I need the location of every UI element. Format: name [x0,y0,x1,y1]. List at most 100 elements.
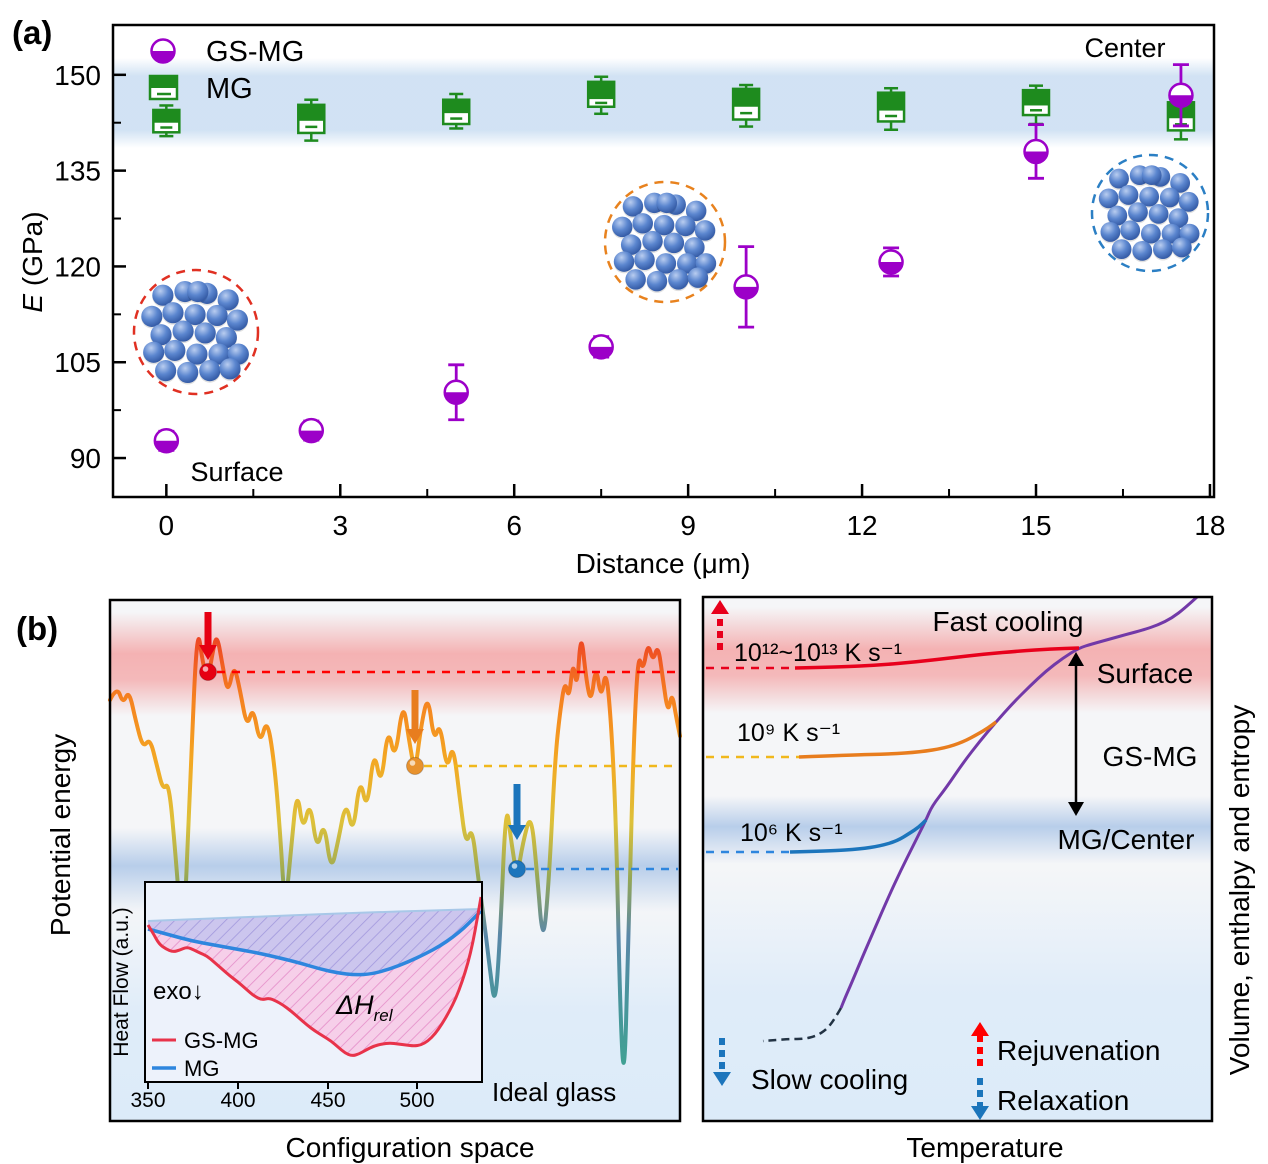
inset-mg-curve [147,909,483,977]
x-tick-label: 12 [846,510,877,541]
atom-sphere-icon [1140,223,1161,244]
rejuvenation-label: Rejuvenation [997,1035,1160,1066]
atom-sphere-icon [226,309,248,331]
marker-half-fill [154,440,178,453]
x-tick-label: 18 [1194,510,1225,541]
mg-box [152,104,181,138]
marker-half-fill [589,346,613,359]
y-axis-title-a: E (GPa) [17,211,48,312]
slow-rate-curve [789,818,928,854]
mg-box [1021,84,1051,126]
mg-center-level-label: MG/Center [1058,824,1195,855]
exo-label: exo↓ [153,978,204,1005]
y-tick-label: 90 [70,443,101,474]
atom-sphere-icon [206,304,228,327]
marker-half-fill [1024,151,1048,163]
atom-sphere-icon [634,249,655,271]
gsmg-level-label: GS-MG [1103,741,1198,772]
marker-half-fill [1169,95,1193,107]
atom-sphere-icon [620,234,642,255]
cooling-panel: Fast cooling 10¹²~10¹³ K s⁻¹ 10⁹ K s⁻¹ 1… [701,595,1214,1123]
atom-sphere-icon [677,253,698,274]
inset-gsmg-curve [146,896,483,1057]
slow-cooling-label: Slow cooling [751,1064,908,1095]
cluster-ring [603,180,727,304]
atom-sphere-icon [199,360,221,382]
inset-frame [144,881,483,1083]
pel-markers [199,612,678,878]
dhrel-area-hatch [148,897,481,1056]
arrow-head-icon [199,645,217,660]
inset-baseline [147,908,482,922]
inset-legend-gsmg-label: GS-MG [184,1028,259,1053]
atom-sphere-icon [1128,202,1148,223]
mg-box [297,98,326,142]
cluster [603,180,727,304]
dashed-arrow-head-icon [971,1022,989,1036]
mg-area-hatch [148,909,481,975]
legend-gsmg-label: GS-MG [206,36,304,68]
atom-sphere-icon [187,280,209,303]
ideal-glass-label: Ideal glass [492,1077,616,1107]
box-upper-fill [298,104,325,121]
x-tick-label: 6 [506,510,522,541]
marker-half-fill [734,286,758,299]
atom-sphere-icon [1153,239,1173,260]
panel-b: 350 400 450 500 Heat Flow (a.u.) exo↓ ΔHrel GS-… [16,595,1255,1163]
x-tick-label: 3 [332,510,348,541]
state-ball-icon [406,757,424,775]
dashed-arrow-head-icon [713,1072,731,1086]
rate-fast-label: 10¹²~10¹³ K s⁻¹ [734,639,902,667]
inset-legend-mg-label: MG [184,1056,219,1081]
cluster [132,268,260,396]
state-ball-icon [508,860,526,878]
atom-sphere-icon [694,220,716,241]
marker-half-fill [879,261,903,274]
mg-box [586,75,616,116]
arrow-head-icon [406,729,424,744]
atom-sphere-icon [612,216,633,238]
atom-sphere-icon [642,230,663,252]
atom-sphere-icon [1109,168,1129,189]
y-tick-label: 150 [54,60,101,91]
mg-box [731,83,761,128]
cool-frame [701,595,1214,1123]
atom-sphere-icon [215,326,237,349]
atom-sphere-icon [164,339,186,361]
x-axis-title-a: Distance (μm) [576,548,751,579]
dsc-inset: 350 400 450 500 Heat Flow (a.u.) exo↓ ΔHrel GS-… [110,881,483,1112]
x-tick-label: 15 [1020,510,1051,541]
atom-sphere-icon [152,284,174,306]
ball-highlight [511,863,518,869]
cluster-ring [1090,153,1210,273]
gsmg-point [1023,123,1049,180]
atom-sphere-icon [1132,240,1153,261]
cool-x-label: Temperature [906,1132,1063,1163]
atom-sphere-icon [155,360,177,382]
atom-sphere-icon [1170,172,1191,193]
y-tick-label: 135 [54,156,101,187]
dhrel-label: ΔHrel [335,990,394,1025]
atom-sphere-icon [685,200,707,222]
cool-bottom-band [703,860,1212,1121]
atom-sphere-icon [186,343,208,365]
marker-half-fill [444,392,468,404]
box-upper-fill [878,92,905,111]
atom-sphere-icon [219,358,241,380]
range-arrow-head-icon [1068,652,1084,666]
atom-sphere-icon [656,192,678,214]
inset-tick-label: 450 [310,1089,345,1112]
atom-sphere-icon [663,232,685,254]
atom-sphere-icon [613,251,635,272]
atom-sphere-icon [622,196,644,217]
atom-sphere-icon [653,214,675,236]
y-tick-label: 105 [54,347,101,378]
cool-y-label: Volume, enthalpy and entropy [1224,705,1255,1075]
mg-box [441,92,471,130]
surface-level-label: Surface [1097,658,1194,689]
atom-sphere-icon [1161,223,1182,244]
atom-sphere-icon [655,253,677,274]
series-a [152,63,1196,454]
arrow-head-icon [508,825,526,840]
